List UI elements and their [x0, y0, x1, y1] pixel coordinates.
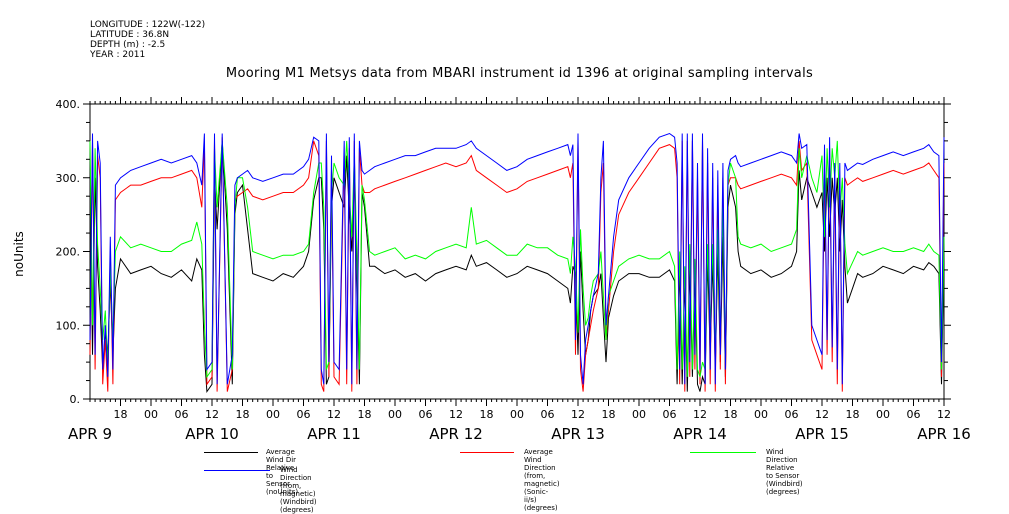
legend-swatch-0 [204, 452, 258, 453]
x-tick-label: 06 [541, 408, 555, 421]
x-day-label: APR 11 [307, 425, 361, 443]
x-tick-label: 00 [632, 408, 646, 421]
x-tick-label: 06 [175, 408, 189, 421]
year-label: YEAR : 2011 [90, 50, 146, 60]
metadata-block: LONGITUDE : 122W(-122) LATITUDE : 36.8N … [90, 20, 205, 60]
legend-label-0: Average Wind Dir Relative to Sensor (noU… [266, 448, 299, 496]
y-tick-label: 400. [56, 98, 81, 111]
x-tick-label: 12 [327, 408, 341, 421]
y-tick-label: 300. [56, 172, 81, 185]
x-tick-label: 18 [724, 408, 738, 421]
x-day-label: APR 10 [185, 425, 239, 443]
x-tick-label: 18 [114, 408, 128, 421]
x-day-label: APR 16 [917, 425, 971, 443]
legend-label-2: Wind Direction Relative to Sensor (Windb… [766, 448, 803, 496]
x-tick-label: 06 [297, 408, 311, 421]
x-tick-label: 06 [785, 408, 799, 421]
x-day-label: APR 12 [429, 425, 483, 443]
y-tick-label: 0. [70, 393, 81, 406]
x-tick-label: 00 [876, 408, 890, 421]
y-tick-label: 100. [56, 319, 81, 332]
depth-label: DEPTH (m) : -2.5 [90, 40, 166, 50]
x-tick-label: 06 [907, 408, 921, 421]
x-tick-label: 12 [205, 408, 219, 421]
legend-label-3: Wind Direction (from, magnetic) (Windbir… [280, 466, 317, 514]
x-tick-label: 12 [815, 408, 829, 421]
x-tick-label: 06 [663, 408, 677, 421]
latitude-label: LATITUDE : 36.8N [90, 30, 170, 40]
legend-label-1: Average Wind Direction (from, magnetic) … [524, 448, 560, 512]
x-tick-label: 06 [419, 408, 433, 421]
x-day-label: APR 9 [68, 425, 112, 443]
x-day-label: APR 13 [551, 425, 605, 443]
x-tick-label: 00 [388, 408, 402, 421]
legend-swatch-1 [460, 452, 514, 453]
x-day-label: APR 15 [795, 425, 849, 443]
y-tick-label: 200. [56, 246, 81, 259]
x-tick-label: 18 [602, 408, 616, 421]
longitude-label: LONGITUDE : 122W(-122) [90, 20, 206, 30]
legend-swatch-3 [204, 470, 270, 471]
series-line-3 [89, 132, 945, 385]
x-tick-label: 12 [449, 408, 463, 421]
x-day-label: APR 14 [673, 425, 727, 443]
x-tick-label: 12 [571, 408, 585, 421]
legend-swatch-2 [690, 452, 756, 453]
chart-title: Mooring M1 Metsys data from MBARI instru… [225, 66, 814, 81]
x-tick-label: 18 [480, 408, 494, 421]
x-tick-label: 18 [358, 408, 372, 421]
x-tick-label: 12 [693, 408, 707, 421]
x-tick-label: 00 [754, 408, 768, 421]
x-tick-label: 00 [510, 408, 524, 421]
x-tick-label: 18 [236, 408, 250, 421]
x-tick-label: 12 [937, 408, 951, 421]
x-tick-label: 00 [266, 408, 280, 421]
x-tick-label: 18 [846, 408, 860, 421]
x-tick-label: 00 [144, 408, 158, 421]
